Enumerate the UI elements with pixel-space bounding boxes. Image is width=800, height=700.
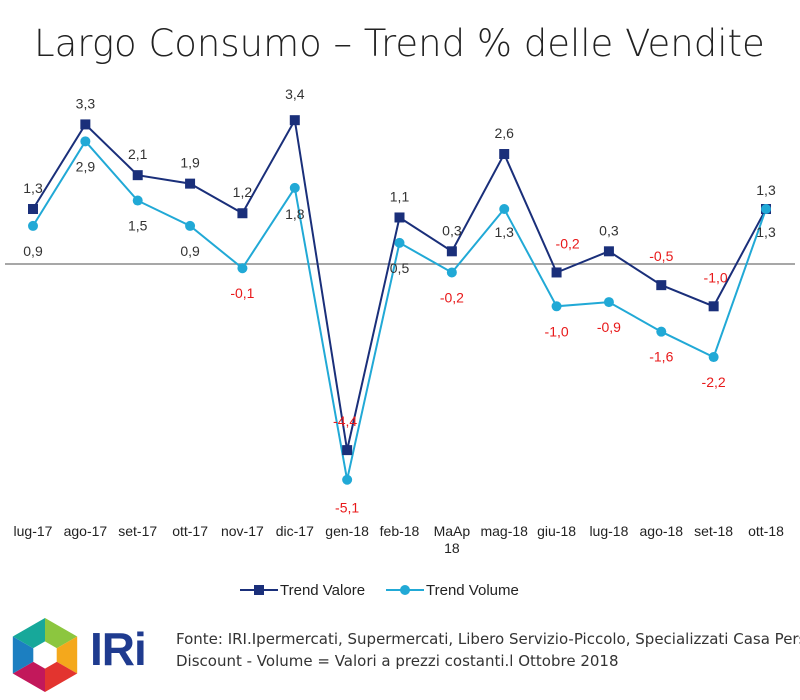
- valore-point: [342, 445, 353, 456]
- valore-data-label: 1,1: [390, 189, 410, 205]
- x-tick-label: 18: [444, 540, 460, 556]
- volume-point: [656, 326, 667, 337]
- valore-point: [551, 267, 562, 278]
- volume-point: [603, 297, 614, 308]
- volume-point: [551, 301, 562, 312]
- line-chart: 1,3 3,3 2,1 1,9 1,2 3,4 -4,4 1,1 0,3 2,6 -0,2 0,3 -0…: [5, 86, 795, 599]
- x-tick-label: dic-17: [276, 523, 314, 539]
- volume-data-label: -5,1: [335, 500, 359, 516]
- valore-data-label: 0,3: [599, 222, 619, 238]
- volume-point: [708, 352, 719, 363]
- volume-data-label: 0,5: [390, 260, 410, 276]
- volume-point: [394, 237, 405, 248]
- x-tick-label: set-18: [694, 523, 733, 539]
- series-line-0: [32, 117, 767, 451]
- legend-marker: [254, 585, 264, 595]
- valore-data-label: -4,4: [333, 413, 357, 429]
- valore-data-label: 1,2: [233, 184, 253, 200]
- source-line-1: Fonte: IRI.Ipermercati, Supermercati, Li…: [176, 630, 800, 648]
- volume-point: [446, 267, 457, 278]
- valore-point: [656, 280, 667, 291]
- valore-point: [28, 204, 38, 215]
- volume-point: [342, 474, 353, 485]
- valore-data-label: 3,4: [285, 86, 305, 102]
- valore-data-label: -1,0: [704, 269, 728, 285]
- x-tick-label: giu-18: [537, 523, 576, 539]
- volume-data-label: 0,9: [180, 243, 200, 259]
- valore-data-label: 1,9: [180, 155, 200, 171]
- x-tick-label: ago-17: [64, 523, 108, 539]
- volume-data-label: 0,9: [23, 243, 43, 259]
- valore-point: [237, 208, 248, 219]
- valore-data-label: -0,5: [649, 248, 673, 264]
- x-tick-label: gen-18: [325, 523, 369, 539]
- volume-point: [185, 220, 196, 231]
- volume-data-label: -0,2: [440, 290, 464, 306]
- valore-data-label: 2,6: [494, 125, 514, 141]
- x-tick-label: nov-17: [221, 523, 264, 539]
- x-tick-label: lug-17: [14, 523, 53, 539]
- valore-data-label: 2,1: [128, 146, 148, 162]
- volume-point: [80, 136, 91, 147]
- source-note: Fonte: IRI.Ipermercati, Supermercati, Li…: [176, 628, 800, 672]
- valore-point: [185, 178, 196, 189]
- volume-point: [499, 204, 510, 215]
- chart-title: Largo Consumo – Trend % delle Vendite: [34, 22, 765, 65]
- legend-marker: [400, 585, 410, 595]
- volume-data-label: -0,9: [597, 319, 621, 335]
- legend-label: Trend Volume: [426, 582, 519, 599]
- legend-label: Trend Valore: [280, 582, 365, 599]
- valore-data-label: -0,2: [556, 236, 580, 252]
- volume-point: [761, 204, 771, 215]
- volume-data-label: 1,5: [128, 218, 148, 234]
- volume-point: [132, 195, 143, 206]
- volume-point: [289, 182, 300, 193]
- valore-point: [80, 119, 91, 130]
- x-tick-label: lug-18: [589, 523, 628, 539]
- valore-point: [499, 149, 510, 160]
- valore-data-label: 1,3: [756, 182, 776, 198]
- x-tick-label: mag-18: [480, 523, 528, 539]
- valore-point: [603, 246, 614, 257]
- valore-data-label: 1,3: [23, 180, 43, 196]
- valore-data-label: 3,3: [76, 95, 96, 111]
- volume-point: [28, 220, 38, 231]
- x-tick-label: ago-18: [640, 523, 684, 539]
- volume-data-label: -0,1: [230, 285, 254, 301]
- valore-point: [708, 301, 719, 312]
- x-tick-label: MaAp: [434, 523, 471, 539]
- x-tick-label: ott-18: [748, 523, 784, 539]
- volume-data-label: 1,8: [285, 206, 305, 222]
- x-tick-label: feb-18: [380, 523, 420, 539]
- source-line-2: Discount - Volume = Valori a prezzi cost…: [176, 652, 619, 670]
- volume-data-label: 1,3: [756, 224, 776, 240]
- valore-point: [132, 170, 143, 181]
- iri-brand-logo: IRi: [90, 623, 147, 675]
- volume-data-label: -2,2: [702, 374, 726, 390]
- valore-point: [446, 246, 457, 257]
- iri-logo-icon: [12, 617, 78, 693]
- volume-data-label: 2,9: [76, 158, 96, 174]
- valore-point: [394, 212, 405, 223]
- valore-point: [289, 115, 300, 126]
- volume-data-label: -1,0: [545, 323, 569, 339]
- volume-data-label: -1,6: [649, 349, 673, 365]
- volume-point: [237, 263, 248, 274]
- x-tick-label: set-17: [118, 523, 157, 539]
- volume-data-label: 1,3: [494, 224, 514, 240]
- valore-data-label: 0,3: [442, 222, 462, 238]
- x-tick-label: ott-17: [172, 523, 208, 539]
